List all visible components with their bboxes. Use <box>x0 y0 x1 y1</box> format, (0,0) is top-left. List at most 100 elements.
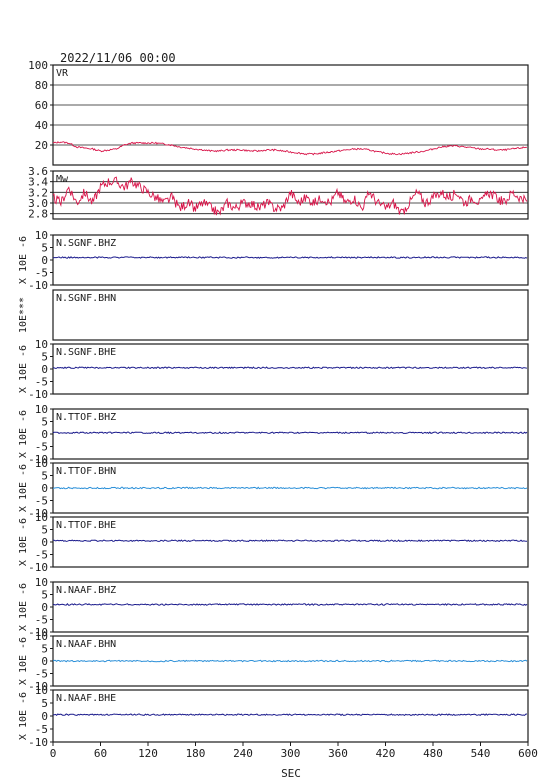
y-tick-label: 40 <box>35 119 48 132</box>
panel-frame <box>52 689 529 743</box>
x-tick-label: 240 <box>233 747 253 760</box>
waveform-trace <box>52 486 528 490</box>
panel-label: Mw <box>56 174 69 185</box>
y-tick-label: 5 <box>41 416 48 429</box>
y-tick-label: 5 <box>41 351 48 364</box>
waveform-trace <box>52 431 528 435</box>
y-tick-label: -10 <box>28 736 48 749</box>
y-tick-label: -5 <box>35 614 48 627</box>
x-tick-label: 180 <box>186 747 206 760</box>
y-tick-label: 0 <box>41 710 48 723</box>
x-tick-label: 480 <box>423 747 443 760</box>
panel-label: VR <box>56 68 69 79</box>
y-tick-label: 10 <box>35 630 48 643</box>
panel-frame <box>52 170 529 220</box>
x-tick-label: 540 <box>471 747 491 760</box>
panel-frame <box>52 343 529 395</box>
y-axis-label: X 10E -6 <box>18 236 29 284</box>
y-tick-label: 3.4 <box>28 176 48 189</box>
y-tick-label: 0 <box>41 254 48 267</box>
waveform-trace <box>52 713 528 717</box>
y-tick-label: 5 <box>41 643 48 656</box>
y-tick-label: 0 <box>41 655 48 668</box>
y-axis-label: X 10E -6 <box>18 518 29 566</box>
y-tick-label: -10 <box>28 453 48 466</box>
y-tick-label: 10 <box>35 403 48 416</box>
y-tick-label: 20 <box>35 139 48 152</box>
y-axis-label: X 10E -6 <box>18 692 29 740</box>
y-tick-label: 0 <box>41 536 48 549</box>
y-axis-label: X 10E -6 <box>18 637 29 685</box>
y-tick-label: -5 <box>35 668 48 681</box>
x-tick-label: 600 <box>518 747 538 760</box>
y-tick-label: 0 <box>41 428 48 441</box>
x-axis: 0 60 120 180 240 300 360 420 480 540 600 <box>50 742 538 760</box>
y-tick-label: 10 <box>35 511 48 524</box>
y-tick-label: 5 <box>41 524 48 537</box>
panel-frame <box>52 64 529 166</box>
x-tick-label: 0 <box>50 747 57 760</box>
y-tick-label: 10 <box>35 457 48 470</box>
x-tick-label: 60 <box>94 747 107 760</box>
y-tick-label: 0 <box>41 363 48 376</box>
y-tick-label: 5 <box>41 242 48 255</box>
panel-label: N.TTOF.BHE <box>56 520 116 531</box>
y-tick-label: -5 <box>35 441 48 454</box>
y-tick-label: 5 <box>41 470 48 483</box>
y-tick-label: 5 <box>41 697 48 710</box>
y-tick-label: 0 <box>41 482 48 495</box>
y-tick-label: -10 <box>28 279 48 292</box>
y-tick-label: -5 <box>35 495 48 508</box>
y-axis-label: X 10E -6 <box>18 464 29 512</box>
panel-label: N.NAAF.BHZ <box>56 585 116 596</box>
panels-group: VR20406080100Mw2.83.03.23.43.6N.SGNF.BHZ… <box>18 59 529 749</box>
x-tick-label: 300 <box>281 747 301 760</box>
mw-trace <box>52 176 528 216</box>
y-tick-label: -10 <box>28 561 48 574</box>
panel-sgnf-bhn: N.SGNF.BHN 10E*** <box>18 289 529 341</box>
y-tick-label: 3.0 <box>28 197 48 210</box>
panel-frame <box>52 581 529 633</box>
y-tick-label: -10 <box>28 507 48 520</box>
panel-label: N.TTOF.BHZ <box>56 412 116 423</box>
panel-vr: VR 20 40 60 80 100 <box>28 59 529 166</box>
y-tick-label: 10 <box>35 229 48 242</box>
y-tick-label: -5 <box>35 267 48 280</box>
panel-label: N.SGNF.BHE <box>56 347 116 358</box>
panel-label: N.SGNF.BHZ <box>56 238 116 249</box>
panel-frame <box>52 234 529 286</box>
y-tick-label: -10 <box>28 388 48 401</box>
y-tick-label: 3.6 <box>28 165 48 178</box>
y-tick-label: -5 <box>35 376 48 389</box>
y-axis-label: X 10E -6 <box>18 583 29 631</box>
vr-trace <box>52 141 527 156</box>
y-tick-label: -10 <box>28 626 48 639</box>
y-tick-label: 60 <box>35 99 48 112</box>
x-tick-label: 420 <box>376 747 396 760</box>
panel-frame <box>52 516 529 568</box>
y-tick-label: 80 <box>35 79 48 92</box>
y-axis-label: X 10E -6 <box>18 345 29 393</box>
waveform-trace <box>52 256 528 259</box>
y-tick-label: -10 <box>28 680 48 693</box>
panel-frame <box>52 289 529 341</box>
panel-frame <box>52 408 529 460</box>
y-tick-label: -5 <box>35 549 48 562</box>
x-tick-label: 120 <box>138 747 158 760</box>
y-tick-label: 10 <box>35 684 48 697</box>
y-tick-label: 100 <box>28 59 48 72</box>
date-time-header: 2022/11/06 00:00 <box>60 51 176 65</box>
y-tick-label: -5 <box>35 723 48 736</box>
panel-label: N.NAAF.BHN <box>56 639 116 650</box>
waveform-trace <box>52 659 528 663</box>
panel-label: N.NAAF.BHE <box>56 693 116 704</box>
y-tick-label: 3.2 <box>28 186 48 199</box>
panel-mw: Mw 2.83.03.23.43.6 <box>28 165 529 221</box>
x-axis-label: SEC <box>281 767 301 780</box>
